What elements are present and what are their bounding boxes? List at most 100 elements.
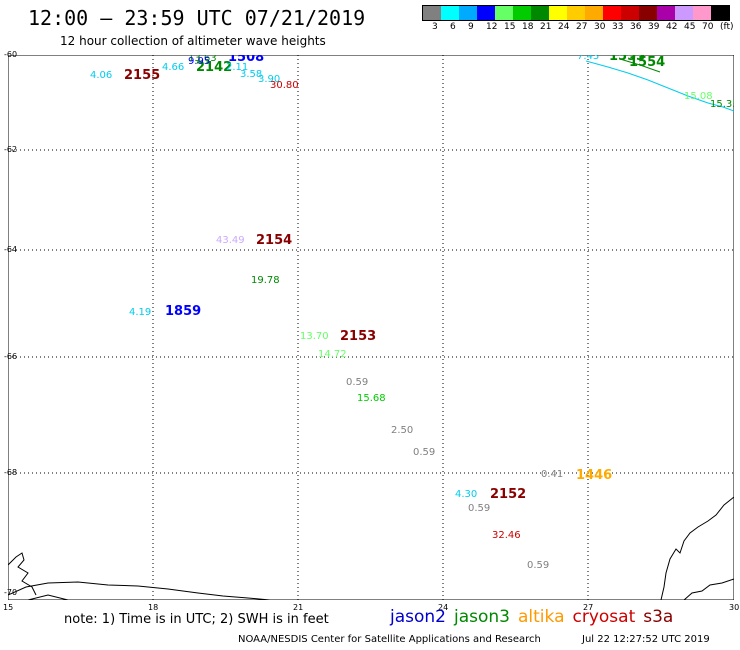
footer-note: note: 1) Time is in UTC; 2) SWH is in fe…	[64, 612, 329, 627]
legend-swatch	[459, 6, 477, 20]
legend-label: (ft)	[720, 22, 734, 32]
pass-id-label: 1446	[576, 468, 612, 483]
satellite-name: jason3	[454, 607, 510, 627]
swh-value-label: 2.50	[391, 425, 413, 436]
legend-swatch	[495, 6, 513, 20]
legend-swatch	[549, 6, 567, 20]
swh-value-label: 4.06	[90, 70, 112, 81]
legend-swatch	[603, 6, 621, 20]
legend-label: 45	[684, 22, 696, 32]
swh-value-label: 0.59	[413, 447, 435, 458]
longitude-tick-label: 30	[729, 603, 740, 612]
map-subtitle: 12 hour collection of altimeter wave hei…	[60, 34, 326, 48]
legend-swatch	[423, 6, 441, 20]
swh-value-label: 3.90	[258, 74, 280, 85]
pass-id-label: 2142	[196, 60, 232, 75]
legend-label: 39	[648, 22, 660, 32]
legend-swatch	[675, 6, 693, 20]
latitude-tick-label: -66	[4, 352, 18, 361]
pass-id-label: 1553	[609, 55, 645, 64]
credit-line: NOAA/NESDIS Center for Satellite Applica…	[238, 634, 541, 645]
swh-value-label: 0.59	[468, 503, 490, 514]
legend-label: 15	[504, 22, 516, 32]
legend-color-bar	[422, 5, 730, 21]
legend-swatch	[657, 6, 675, 20]
coastline	[8, 496, 734, 600]
legend-swatch	[585, 6, 603, 20]
pass-id-label: 2155	[124, 68, 160, 83]
legend-label: 24	[558, 22, 570, 32]
swh-value-label: 9.95	[188, 56, 210, 67]
swh-value-label: 13.70	[300, 331, 329, 342]
legend-label: 12	[486, 22, 498, 32]
longitude-tick-label: 15	[3, 603, 14, 612]
swh-value-label: 15.08	[684, 91, 713, 102]
pass-id-label: 2153	[340, 329, 376, 344]
swh-value-label: 4.30	[455, 489, 477, 500]
longitude-tick-label: 27	[583, 603, 594, 612]
legend-labels: 3 6 9 12 15 18 21 24 27 30 33 36 39 42 45 70 (ft)	[422, 22, 740, 34]
legend-swatch	[621, 6, 639, 20]
satellite-legend: jason2 jason3 altika cryosat s3a	[390, 607, 681, 627]
pass-id-label: 1859	[165, 304, 201, 319]
legend-label: 36	[630, 22, 642, 32]
latitude-tick-label: -68	[4, 468, 18, 477]
legend-swatch	[441, 6, 459, 20]
legend-label: 9	[468, 22, 474, 32]
grid-lines	[8, 55, 734, 600]
satellite-name: altika	[518, 607, 565, 627]
swh-value-label: 2.11	[226, 62, 248, 73]
satellite-name: s3a	[643, 607, 674, 627]
longitude-tick-label: 24	[438, 603, 449, 612]
swh-value-label: 43.49	[216, 235, 245, 246]
map-title: 12:00 – 23:59 UTC 07/21/2019	[28, 6, 366, 30]
legend-swatch	[693, 6, 711, 20]
swh-value-label: 4.19	[129, 307, 151, 318]
pass-id-label: 1508	[228, 55, 264, 65]
legend-label: 6	[450, 22, 456, 32]
track-1553	[585, 58, 734, 112]
swh-value-label: 13.63	[188, 55, 217, 64]
swh-value-label: 0.59	[346, 377, 368, 388]
legend-swatch	[513, 6, 531, 20]
legend-swatch	[567, 6, 585, 20]
latitude-tick-label: -70	[4, 588, 18, 597]
longitude-tick-label: 21	[293, 603, 304, 612]
swh-value-label: 15.68	[357, 393, 386, 404]
swh-value-label: 32.46	[492, 530, 521, 541]
swh-value-label: 30.80	[270, 80, 299, 91]
legend-label: 21	[540, 22, 552, 32]
legend-swatch	[531, 6, 549, 20]
legend-label: 30	[594, 22, 606, 32]
legend-label: 3	[432, 22, 438, 32]
satellite-name: cryosat	[572, 607, 636, 627]
swh-value-label: 19.78	[251, 275, 280, 286]
legend-label: 70	[702, 22, 714, 32]
swh-value-label: 7.43	[577, 55, 599, 62]
legend-swatch	[639, 6, 657, 20]
swh-value-label: 0.41	[541, 469, 563, 480]
legend-label: 42	[666, 22, 678, 32]
legend-swatch	[477, 6, 495, 20]
latitude-tick-label: -60	[4, 50, 18, 59]
swh-value-label: 14.72	[318, 349, 347, 360]
swh-value-label: 3.58	[240, 69, 262, 80]
pass-id-label: 2152	[490, 487, 526, 502]
color-legend: 3 6 9 12 15 18 21 24 27 30 33 36 39 42 45 70 (ft)	[422, 5, 734, 35]
pass-id-label: 1554	[629, 55, 665, 70]
generated-timestamp: Jul 22 12:27:52 UTC 2019	[582, 634, 710, 645]
swh-value-label: 0.59	[527, 560, 549, 571]
legend-label: 27	[576, 22, 588, 32]
latitude-tick-label: -62	[4, 145, 18, 154]
legend-label: 18	[522, 22, 534, 32]
latitude-tick-label: -64	[4, 245, 18, 254]
satellite-name: jason2	[390, 607, 446, 627]
pass-id-label: 2154	[256, 233, 292, 248]
legend-swatch	[711, 6, 729, 20]
swh-value-label: 4.66	[162, 62, 184, 73]
swh-value-label: 15.35	[710, 99, 734, 110]
longitude-tick-label: 18	[148, 603, 159, 612]
legend-label: 33	[612, 22, 624, 32]
